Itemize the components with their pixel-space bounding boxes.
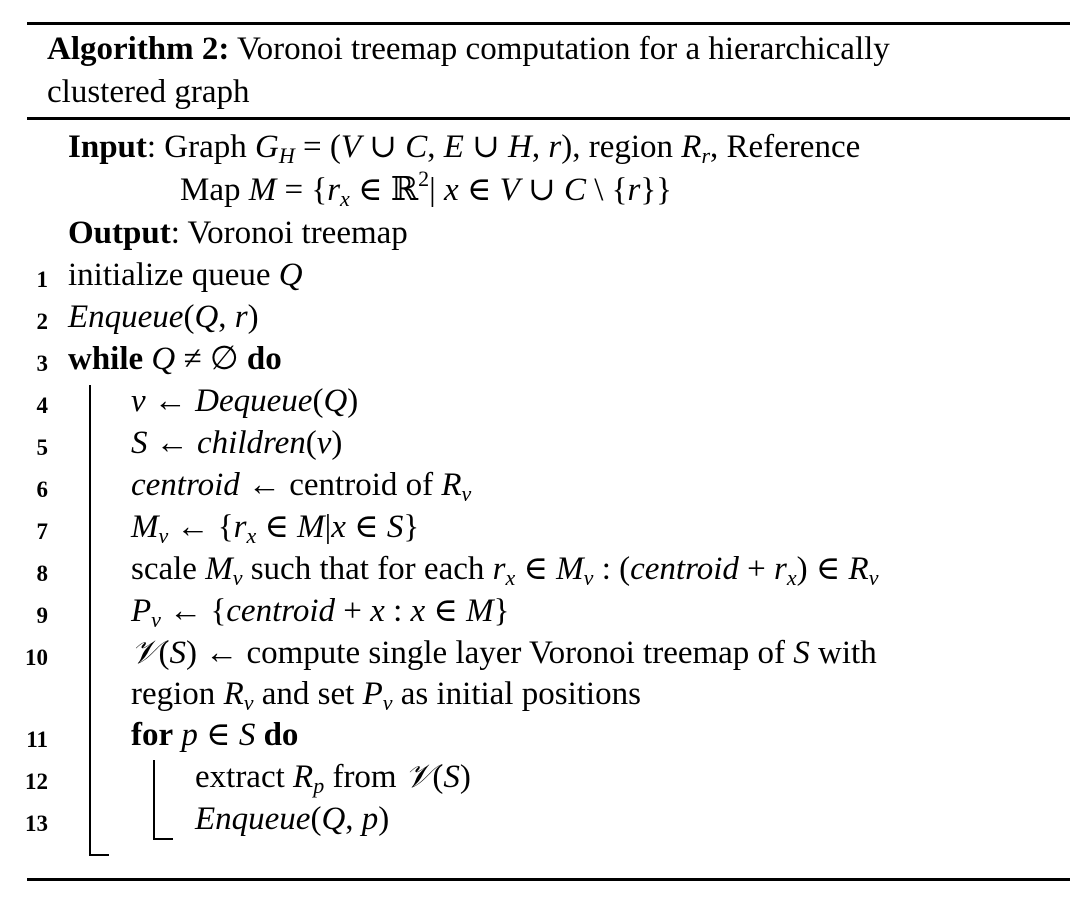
algorithm-line-5: 5 S ← children(v) <box>0 423 1081 463</box>
line-number: 4 <box>36 393 49 418</box>
line-code: scale Mv such that for each rx ∈ Mv : (c… <box>131 551 879 590</box>
algorithm-line-1: 1 initialize queue Q <box>0 255 1081 295</box>
algorithm-line-3: 3 while Q ≠ ∅ do <box>0 339 1081 379</box>
while-block-end <box>89 854 109 856</box>
input-line-2: Map M = {rx ∈ ℝ2| x ∈ V ∪ C \ {r}} <box>180 166 673 211</box>
line-number: 8 <box>36 561 49 586</box>
line-code: Mv ← {rx ∈ M|x ∈ S} <box>131 509 420 548</box>
algorithm-label: Algorithm 2: <box>47 31 230 67</box>
line-number: 2 <box>36 309 49 334</box>
line-code: extract Rp from 𝒱(S) <box>195 759 471 798</box>
line-code: S ← children(v) <box>131 425 343 461</box>
line-code: Pv ← {centroid + x : x ∈ M} <box>131 593 510 632</box>
line-number: 13 <box>25 811 48 836</box>
line-code: Enqueue(Q, r) <box>68 299 259 335</box>
line-number: 6 <box>36 477 49 502</box>
algorithm-line-6: 6 centroid ← centroid of Rv <box>0 465 1081 505</box>
algorithm-line-10-cont: region Rv and set Pv as initial position… <box>0 674 1081 714</box>
algorithm-line-12: 12 extract Rp from 𝒱(S) <box>0 757 1081 797</box>
while-block-bar <box>89 385 91 856</box>
line-code: centroid ← centroid of Rv <box>131 467 472 506</box>
algorithm-line-9: 9 Pv ← {centroid + x : x ∈ M} <box>0 591 1081 631</box>
for-block-end <box>153 838 173 840</box>
caption-line-1: Voronoi treemap computation for a hierar… <box>229 31 890 67</box>
line-code: 𝒱(S) ← compute single layer Voronoi tree… <box>131 635 877 671</box>
line-number: 5 <box>36 435 49 460</box>
line-number: 1 <box>36 267 49 292</box>
algorithm-line-2: 2 Enqueue(Q, r) <box>0 297 1081 337</box>
algorithm-line-4: 4 v ← Dequeue(Q) <box>0 381 1081 421</box>
bottom-rule <box>27 878 1070 881</box>
line-number: 7 <box>36 519 49 544</box>
line-code: v ← Dequeue(Q) <box>131 383 359 419</box>
line-number: 3 <box>36 351 49 376</box>
input-keyword: Input <box>68 129 147 165</box>
line-number: 11 <box>26 727 48 752</box>
output-text: : Voronoi treemap <box>170 215 408 251</box>
top-rule <box>27 22 1070 25</box>
input-line-1: Input: Graph GH = (V ∪ C, E ∪ H, r), reg… <box>68 129 861 168</box>
line-code: initialize queue Q <box>68 257 303 293</box>
line-number: 10 <box>25 645 48 670</box>
algorithm-line-11: 11 for p ∈ S do <box>0 715 1081 755</box>
line-number: 9 <box>36 603 49 628</box>
line-code: for p ∈ S do <box>131 717 299 753</box>
line-code: Enqueue(Q, p) <box>195 801 390 837</box>
caption-rule <box>27 117 1070 120</box>
line-code: while Q ≠ ∅ do <box>68 341 282 377</box>
line-code: region Rv and set Pv as initial position… <box>131 676 641 715</box>
algorithm-line-13: 13 Enqueue(Q, p) <box>0 799 1081 839</box>
output-line: Output: Voronoi treemap <box>68 213 408 253</box>
output-keyword: Output <box>68 215 171 251</box>
algorithm-caption: Algorithm 2: Voronoi treemap computation… <box>47 28 1047 114</box>
algorithm-line-10: 10 𝒱(S) ← compute single layer Voronoi t… <box>0 633 1081 673</box>
for-block-bar <box>153 760 155 840</box>
line-number: 12 <box>25 769 48 794</box>
caption-line-2: clustered graph <box>47 74 250 110</box>
algorithm-line-8: 8 scale Mv such that for each rx ∈ Mv : … <box>0 549 1081 589</box>
algorithm-line-7: 7 Mv ← {rx ∈ M|x ∈ S} <box>0 507 1081 547</box>
